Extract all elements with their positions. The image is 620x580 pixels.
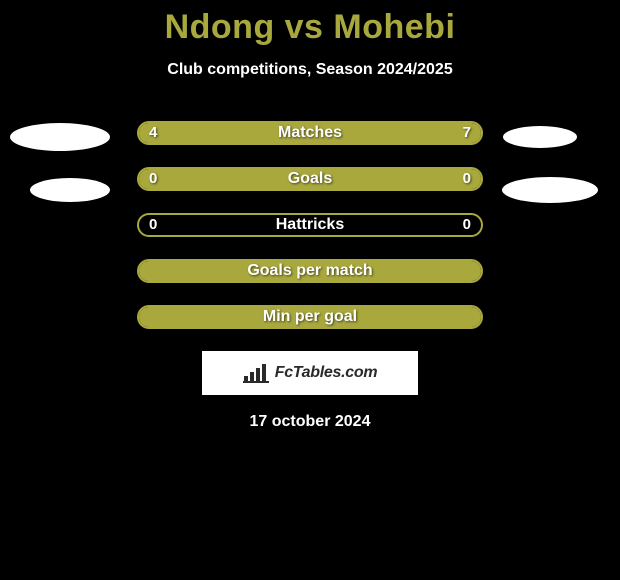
stat-bar: Matches47 bbox=[137, 121, 483, 145]
subtitle: Club competitions, Season 2024/2025 bbox=[167, 61, 452, 79]
stat-bar: Min per goal bbox=[137, 305, 483, 329]
stat-value-right: 7 bbox=[463, 123, 471, 143]
player-marker-left bbox=[10, 123, 110, 151]
bar-fill-right bbox=[139, 169, 481, 189]
stat-bar: Hattricks0 0 bbox=[137, 213, 483, 237]
stat-row: Hattricks0 0 bbox=[0, 213, 620, 237]
date-text: 17 october 2024 bbox=[250, 413, 371, 431]
stat-value-right: 0 bbox=[463, 169, 471, 189]
bar-fill-right bbox=[262, 123, 481, 143]
badge-label: FcTables.com bbox=[275, 364, 378, 382]
stat-row: Goals per match bbox=[0, 259, 620, 283]
player-marker-right bbox=[502, 177, 598, 203]
infographic-container: Ndong vs Mohebi Club competitions, Seaso… bbox=[0, 0, 620, 431]
stat-value-left: 0 bbox=[149, 215, 157, 235]
stat-bar: Goals per match bbox=[137, 259, 483, 283]
stats-rows: Matches47Goals00Hattricks00Goals per mat… bbox=[0, 121, 620, 329]
source-badge: FcTables.com bbox=[202, 351, 418, 395]
stat-value-right: 0 bbox=[463, 215, 471, 235]
stat-row: Min per goal bbox=[0, 305, 620, 329]
bar-fill-left bbox=[139, 307, 481, 327]
stat-bar: Goals00 bbox=[137, 167, 483, 191]
stat-label: Hattricks bbox=[139, 215, 481, 235]
bar-fill-left bbox=[139, 123, 262, 143]
stat-value-left: 0 bbox=[149, 169, 157, 189]
player-marker-right bbox=[503, 126, 577, 148]
bar-fill-left bbox=[139, 261, 481, 281]
stat-value-left: 4 bbox=[149, 123, 157, 143]
bars-icon bbox=[243, 362, 269, 384]
player-marker-left bbox=[30, 178, 110, 202]
title: Ndong vs Mohebi bbox=[165, 8, 456, 47]
